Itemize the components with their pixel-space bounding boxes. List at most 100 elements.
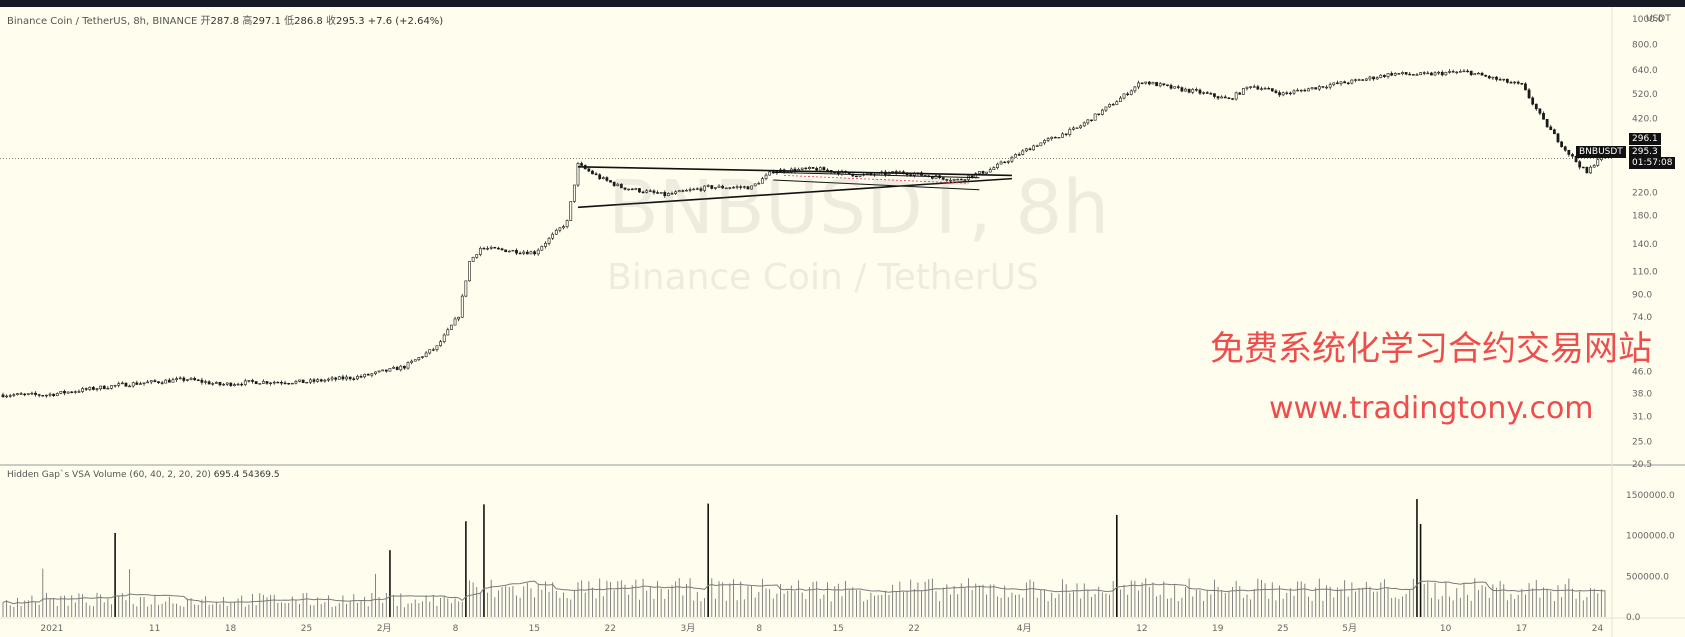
candle-body (178, 377, 182, 380)
candle-body (1220, 96, 1224, 99)
candle-body (1549, 126, 1553, 131)
candle-body (124, 382, 128, 387)
candle-body (1314, 87, 1318, 90)
candle-body (1310, 87, 1314, 90)
candle-body (424, 352, 428, 357)
candle-body (695, 188, 699, 190)
candle-body (656, 192, 659, 194)
candle-body (1, 394, 5, 398)
candle-body (218, 381, 222, 386)
time-tick-label: 25 (301, 624, 312, 634)
time-tick-label: 8 (453, 624, 459, 634)
candle-body (1241, 87, 1245, 95)
time-tick-label: 18 (225, 624, 237, 634)
price-tick-label: 38.0 (1632, 389, 1652, 399)
candle-body (1437, 71, 1441, 74)
volume-tick-label: 0.0 (1626, 613, 1641, 623)
wedge-lower-trendline (773, 179, 980, 191)
candle-body (1194, 89, 1198, 91)
candle-body (1487, 76, 1491, 79)
candle-body (1581, 166, 1585, 169)
candle-body (1158, 83, 1162, 87)
candle-body (1202, 92, 1205, 94)
candle-body (674, 191, 678, 194)
candle-body (160, 382, 164, 384)
candlestick-chart[interactable]: 1000.0800.0640.0520.0420.0220.0180.0140.… (0, 7, 1685, 637)
candle-body (1408, 73, 1412, 76)
candle-body (1556, 133, 1560, 143)
candle-body (478, 248, 482, 255)
candle-body (1274, 90, 1278, 93)
window-top-bar (0, 0, 1685, 7)
candle-body (287, 382, 291, 385)
candle-body (1361, 79, 1365, 81)
time-tick-label: 8 (756, 624, 762, 634)
candle-body (345, 376, 348, 380)
candle-body (703, 185, 706, 191)
candle-body (598, 174, 602, 179)
candle-body (1538, 108, 1542, 114)
candle-body (1079, 125, 1083, 129)
candle-body (1133, 86, 1137, 92)
candle-body (945, 179, 949, 181)
candle-body (753, 183, 757, 187)
candle-body (167, 379, 171, 383)
candle-body (12, 394, 16, 396)
candle-body (1299, 89, 1303, 92)
price-tick-label: 140.0 (1632, 240, 1658, 250)
candle-body (1216, 96, 1220, 99)
candle-body (1328, 84, 1332, 88)
candle-body (652, 190, 656, 193)
candle-body (525, 251, 529, 255)
candle-body (1053, 136, 1057, 139)
candle-body (999, 161, 1003, 165)
candle-body (1082, 122, 1086, 127)
volume-moving-average (2, 580, 1606, 605)
candle-body (605, 177, 609, 181)
candle-body (1473, 73, 1477, 76)
candle-body (305, 381, 309, 384)
candle-body (1455, 71, 1459, 74)
candle-body (949, 179, 952, 182)
candle-body (395, 367, 399, 371)
candle-body (518, 252, 522, 255)
candle-body (113, 384, 117, 387)
promo-line-2[interactable]: www.tradingtony.com (1269, 391, 1594, 426)
candle-body (464, 280, 468, 297)
candle-body (52, 393, 56, 396)
candle-body (442, 334, 446, 342)
candle-body (544, 243, 547, 247)
candle-body (952, 178, 956, 181)
candle-body (1397, 73, 1401, 75)
candle-body (1191, 89, 1195, 93)
candle-body (1357, 79, 1361, 81)
candle-body (1383, 74, 1386, 78)
candle-body (280, 382, 283, 384)
candle-body (804, 167, 808, 170)
candle-body (1542, 112, 1545, 120)
candle-body (1223, 96, 1227, 99)
candle-body (16, 393, 19, 395)
candle-body (507, 250, 511, 253)
candle-body (258, 383, 262, 385)
last-high-tag: 296.1 (1629, 133, 1661, 145)
candle-body (1509, 82, 1513, 84)
candle-body (1173, 86, 1177, 89)
candle-body (746, 186, 750, 190)
candle-body (171, 379, 175, 383)
candle-body (1451, 71, 1455, 73)
candle-body (1292, 90, 1296, 94)
candle-body (200, 379, 204, 383)
candle-body (638, 188, 641, 193)
candle-body (1137, 82, 1140, 88)
candle-body (800, 167, 804, 170)
candle-body (677, 190, 681, 193)
candle-body (1545, 118, 1549, 128)
candle-body (1035, 145, 1039, 147)
candle-body (591, 170, 594, 175)
price-tick-label: 90.0 (1632, 291, 1652, 301)
countdown-tag: 01:57:08 (1629, 157, 1676, 169)
candle-body (576, 163, 580, 186)
time-tick-label: 10 (1440, 624, 1452, 634)
candle-body (308, 379, 312, 383)
